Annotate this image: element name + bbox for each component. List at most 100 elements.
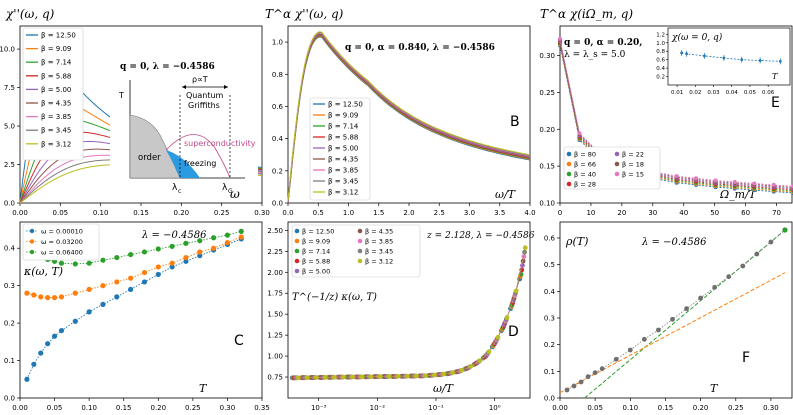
data-point bbox=[592, 370, 598, 376]
panel-f: 0.00 0.05 0.10 0.15 0.20 0.25 0.30 0.0 0.1 0.2 0.3… bbox=[544, 221, 793, 412]
inset-qg-label-2: Griffiths bbox=[188, 101, 220, 110]
panel-e-ytick-label: 0.15 bbox=[539, 163, 555, 171]
data-point bbox=[58, 260, 65, 266]
data-point bbox=[72, 318, 78, 324]
legend-label-2: β = 9.09 bbox=[302, 238, 330, 246]
panel-f-ytick-label: 0.1 bbox=[544, 368, 555, 376]
panel-f-frame bbox=[559, 221, 793, 399]
panel-c-frame bbox=[19, 221, 263, 399]
panel-b-annotation: q = 0, α = 0.840, λ = −0.4586 bbox=[345, 43, 495, 53]
panel-a-title: χ''(ω, q) bbox=[5, 7, 55, 21]
panel-c-ytick-label: 0.3 bbox=[4, 282, 15, 290]
data-point bbox=[340, 374, 346, 380]
data-point bbox=[656, 327, 661, 333]
legend-label-2: β = 66 bbox=[574, 161, 596, 169]
data-point bbox=[224, 232, 231, 238]
legend-marker-7 bbox=[614, 171, 620, 177]
data-point bbox=[585, 374, 591, 380]
panel-c-ytick-label: 0.4 bbox=[4, 245, 16, 253]
panel-f-title: ρ(T) bbox=[565, 235, 588, 248]
legend-label-8: β = 3.45 bbox=[365, 248, 393, 256]
panel-b: 0.0 0.5 1.0 1.5 2.0 2.5 3.0 3.5 4.0 0.0 0.2 0.4 0.6 0… bbox=[265, 7, 536, 217]
data-point bbox=[128, 251, 134, 258]
data-point bbox=[211, 245, 217, 251]
data-point bbox=[45, 341, 51, 347]
data-point bbox=[754, 251, 760, 257]
panel-c-title: κ(ω, T) bbox=[23, 265, 63, 278]
data-point bbox=[413, 373, 419, 379]
legend-label-1: β = 80 bbox=[574, 151, 596, 159]
panel-a-xtick-label: 0.00 bbox=[12, 209, 28, 217]
legend-marker-2 bbox=[29, 239, 35, 244]
data-point bbox=[558, 36, 562, 41]
legend-marker-5 bbox=[294, 268, 300, 274]
data-point bbox=[86, 286, 92, 293]
legend-label-3: β = 7.14 bbox=[328, 123, 359, 131]
panel-e-xlabel: Ω_m/T bbox=[719, 188, 758, 201]
panel-c-xlabel: T bbox=[199, 382, 208, 395]
panel-e-xtick-label: 70 bbox=[772, 209, 781, 217]
data-point bbox=[522, 245, 528, 251]
inset-sc-label: superconductivity bbox=[184, 139, 256, 148]
legend-box bbox=[22, 27, 84, 161]
inset-point bbox=[740, 58, 744, 62]
data-point bbox=[613, 356, 619, 362]
panel-e-xtick-label: 60 bbox=[741, 209, 750, 217]
panel-f-xtick-label: 0.25 bbox=[728, 404, 744, 412]
panel-f-ytick-label: 0.6 bbox=[544, 235, 556, 243]
legend-label-7: β = 15 bbox=[622, 171, 644, 179]
inset-xtick-label: 0.02 bbox=[689, 90, 701, 96]
panel-a-xtick-label: 0.20 bbox=[174, 209, 190, 217]
panel-e: 0 10 20 30 40 50 60 70 0.10 0.15 0.20 0.25 0.30 T^α χ… bbox=[539, 7, 793, 217]
data-point bbox=[86, 260, 92, 266]
panel-b-title: T^α χ''(ω, q) bbox=[265, 7, 344, 21]
data-point bbox=[224, 239, 231, 246]
inset-lambda-g-sub: G bbox=[228, 188, 233, 195]
inset-lambda-c-sub: c bbox=[178, 188, 181, 195]
data-point bbox=[155, 246, 161, 252]
legend-label-5: β = 5.00 bbox=[41, 86, 71, 94]
panel-a-ytick-label: 5.0 bbox=[4, 123, 15, 131]
data-point bbox=[477, 358, 483, 364]
legend-label-7: β = 3.85 bbox=[365, 238, 393, 246]
panel-e-xtick-label: 0 bbox=[558, 209, 562, 217]
data-point bbox=[31, 292, 37, 298]
panel-c-xtick-label: 0.10 bbox=[81, 404, 97, 412]
legend-label-9: β = 3.12 bbox=[365, 258, 393, 266]
data-point bbox=[128, 286, 134, 293]
data-point bbox=[732, 179, 737, 184]
scaled-chi-curve-9 bbox=[287, 31, 531, 201]
data-point bbox=[238, 228, 244, 234]
data-point bbox=[51, 295, 58, 301]
panel-f-xtick-label: 0.30 bbox=[763, 404, 779, 412]
data-point bbox=[322, 374, 328, 380]
collapse-curve-6 bbox=[295, 261, 524, 379]
inset-order-label: order bbox=[138, 153, 161, 163]
legend-label-9: β = 3.12 bbox=[41, 140, 71, 148]
inset-rho-label: ρ∝T bbox=[192, 75, 208, 84]
data-point bbox=[712, 284, 718, 290]
linear-fit-2 bbox=[559, 272, 786, 394]
data-point bbox=[24, 290, 30, 296]
legend-marker-1 bbox=[294, 228, 300, 234]
legend-box bbox=[22, 223, 100, 261]
panel-b-label: B bbox=[510, 114, 520, 130]
inset-ytick-label: 0.6 bbox=[656, 58, 665, 64]
panel-a-xlabel: ω bbox=[230, 187, 240, 201]
panel-d-title: T^(−1/z) κ(ω, T) bbox=[292, 292, 377, 303]
legend-label-6: β = 18 bbox=[622, 161, 644, 169]
panel-a-xtick-label: 0.30 bbox=[254, 209, 270, 217]
panel-d-ytick-label: 1.50 bbox=[267, 311, 283, 319]
data-point bbox=[350, 374, 355, 380]
legend-marker-6 bbox=[357, 228, 363, 234]
data-point bbox=[38, 294, 44, 300]
data-point bbox=[571, 383, 577, 389]
data-point bbox=[459, 367, 464, 373]
data-point bbox=[599, 366, 605, 372]
data-point bbox=[577, 131, 582, 136]
data-point bbox=[31, 361, 37, 367]
panel-c-xtick-label: 0.30 bbox=[220, 404, 236, 412]
legend-label-6: β = 4.35 bbox=[365, 228, 393, 236]
